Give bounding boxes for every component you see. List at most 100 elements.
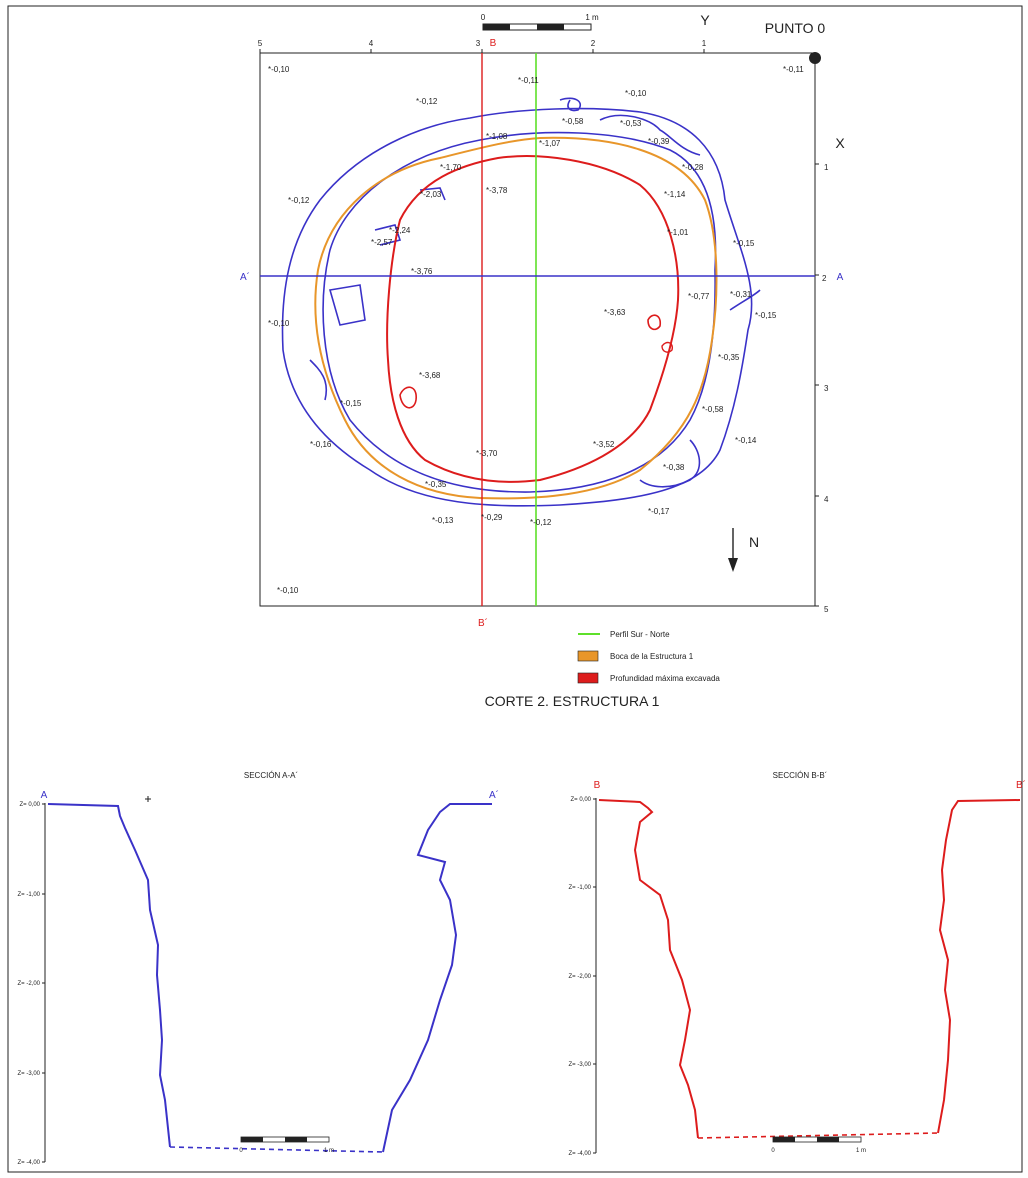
elevation-point: *-1,08 bbox=[486, 132, 508, 141]
surface-contours bbox=[281, 97, 761, 507]
depth-pocket-left bbox=[399, 386, 417, 409]
punto-0-label: PUNTO 0 bbox=[765, 20, 826, 36]
top-tick-5: 5 bbox=[258, 39, 263, 48]
section-a-scale-bar: 0 1 m bbox=[239, 1136, 334, 1154]
elevation-point: *-0,38 bbox=[663, 463, 685, 472]
elevation-point: *-0,12 bbox=[416, 97, 438, 106]
section-b-profile-right bbox=[937, 799, 1021, 1134]
elevation-point: *-0,39 bbox=[648, 137, 670, 146]
section-b-scale-zero: 0 bbox=[771, 1148, 775, 1154]
elevation-point: *-0,53 bbox=[620, 119, 642, 128]
elevation-point: *-0,31 bbox=[730, 290, 752, 299]
right-tick-5: 5 bbox=[824, 605, 829, 614]
elevation-point: *-0,10 bbox=[625, 89, 647, 98]
north-label: N bbox=[749, 534, 759, 550]
elevation-point: *-0,29 bbox=[481, 513, 503, 522]
right-ticks: 1 2 3 4 5 bbox=[815, 163, 829, 614]
label-a: A bbox=[837, 272, 844, 283]
section-b-title: SECCIÓN B-B´ bbox=[773, 771, 828, 780]
elevation-point: *-2,57 bbox=[371, 238, 393, 247]
elevation-point: *-0,28 bbox=[682, 163, 704, 172]
legend-label-profile: Perfil Sur - Norte bbox=[610, 630, 670, 639]
main-title: CORTE 2. ESTRUCTURA 1 bbox=[485, 693, 660, 709]
elevation-point: *-0,15 bbox=[755, 311, 777, 320]
elevation-point: *-0,17 bbox=[648, 507, 670, 516]
elevation-point: *-0,12 bbox=[288, 196, 310, 205]
elevation-point: *-3,63 bbox=[604, 308, 626, 317]
y-axis-label: Y bbox=[700, 12, 710, 28]
elevation-point: *-0,77 bbox=[688, 292, 710, 301]
section-b-z-label: Z= -4,00 bbox=[568, 1151, 591, 1157]
elevation-point: *-1,14 bbox=[664, 190, 686, 199]
label-a-prime: A´ bbox=[240, 271, 250, 283]
legend-label-mouth: Boca de la Estructura 1 bbox=[610, 652, 694, 661]
section-a-left-label: A bbox=[41, 790, 48, 801]
section-a: SECCIÓN A-A´ A A´ Z= 0,00 Z= -1,00 Z= -2… bbox=[17, 771, 499, 1166]
section-a-z-label: Z= -1,00 bbox=[17, 892, 40, 898]
section-b-right-label: B´ bbox=[1016, 779, 1026, 791]
right-tick-1: 1 bbox=[824, 163, 829, 172]
north-arrow: N bbox=[728, 528, 759, 572]
page-border bbox=[7, 5, 1023, 1173]
section-b-z-label: Z= 0,00 bbox=[570, 797, 591, 803]
elevation-point: *-2,24 bbox=[389, 226, 411, 235]
elevation-point: *-3,78 bbox=[486, 186, 508, 195]
right-tick-4: 4 bbox=[824, 495, 829, 504]
x-axis-label: X bbox=[835, 135, 845, 151]
legend-label-depth: Profundidad máxima excavada bbox=[610, 674, 720, 683]
elevation-point: *-0,15 bbox=[340, 399, 362, 408]
right-tick-2: 2 bbox=[822, 274, 827, 283]
legend-swatch-depth bbox=[577, 672, 599, 684]
section-b-left-label: B bbox=[594, 780, 601, 791]
depth-pocket-right bbox=[647, 314, 662, 331]
elevation-point: *-0,14 bbox=[735, 436, 757, 445]
top-tick-3: 3 bbox=[476, 39, 481, 48]
elevation-point: *-3,70 bbox=[476, 449, 498, 458]
section-a-profile-left bbox=[47, 803, 171, 1148]
elevation-point: *-0,58 bbox=[702, 405, 724, 414]
section-b-profile-left bbox=[598, 799, 699, 1139]
section-a-bottom-estimated bbox=[169, 1146, 384, 1153]
section-a-title: SECCIÓN A-A´ bbox=[244, 771, 298, 780]
section-b-z-label: Z= -3,00 bbox=[568, 1062, 591, 1068]
top-tick-1: 1 bbox=[702, 39, 707, 48]
section-a-profile-right bbox=[382, 803, 492, 1153]
section-b-scale-one-meter: 1 m bbox=[856, 1148, 866, 1154]
elevation-point: *-0,10 bbox=[277, 586, 299, 595]
punto-0-marker bbox=[809, 52, 821, 64]
plan-view: 0 1 m Y PUNTO 0 X 5 4 3 2 1 1 2 bbox=[240, 12, 845, 629]
section-a-right-label: A´ bbox=[489, 789, 499, 801]
cross-marker bbox=[145, 796, 151, 802]
plan-scale-bar: 0 1 m bbox=[481, 13, 599, 31]
section-a-scale-zero: 0 bbox=[239, 1148, 243, 1154]
section-b-scale-bar: 0 1 m bbox=[771, 1136, 866, 1154]
structure-mouth-outline bbox=[314, 136, 718, 500]
elevation-point: *-0,35 bbox=[718, 353, 740, 362]
elevation-point: *-3,68 bbox=[419, 371, 441, 380]
label-b: B bbox=[490, 38, 497, 49]
elevation-point: *-0,11 bbox=[518, 76, 539, 85]
elevation-point: *-1,01 bbox=[667, 228, 689, 237]
elevation-point: *-0,10 bbox=[268, 319, 290, 328]
elevation-points: *-0,10 *-0,11 *-0,12 *-0,10 *-0,11 *-0,5… bbox=[268, 65, 804, 595]
elevation-point: *-1,07 bbox=[539, 139, 561, 148]
section-a-z-label: Z= -4,00 bbox=[17, 1160, 40, 1166]
elevation-point: *-0,13 bbox=[432, 516, 454, 525]
plan-frame bbox=[259, 52, 816, 607]
legend-swatch-mouth bbox=[577, 650, 599, 662]
section-a-z-label: Z= -2,00 bbox=[17, 981, 40, 987]
section-b-z-label: Z= -2,00 bbox=[568, 974, 591, 980]
legend: Perfil Sur - Norte Boca de la Estructura… bbox=[577, 630, 720, 684]
section-b: SECCIÓN B-B´ B B´ Z= 0,00 Z= -1,00 Z= -2… bbox=[568, 771, 1026, 1157]
max-depth-outline bbox=[386, 155, 680, 483]
elevation-point: *-0,16 bbox=[310, 440, 332, 449]
elevation-point: *-0,12 bbox=[530, 518, 552, 527]
elevation-point: *-3,76 bbox=[411, 267, 433, 276]
right-tick-3: 3 bbox=[824, 384, 829, 393]
depth-pocket-right-small bbox=[661, 341, 674, 353]
top-tick-4: 4 bbox=[369, 39, 374, 48]
plan-scale-one-meter: 1 m bbox=[585, 13, 599, 22]
elevation-point: *-2,03 bbox=[420, 190, 442, 199]
top-ticks: 5 4 3 2 1 bbox=[258, 39, 707, 53]
